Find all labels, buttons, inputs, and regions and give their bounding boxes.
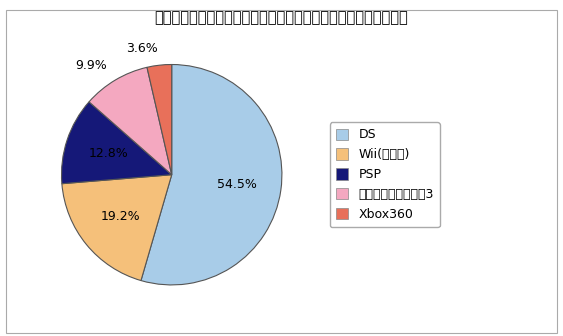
Legend: DS, Wii(ウィー), PSP, プレイステーション3, Xbox360: DS, Wii(ウィー), PSP, プレイステーション3, Xbox360: [329, 122, 440, 227]
Wedge shape: [89, 67, 172, 175]
Text: 》図２．この半年間で最も遗んでいるゲーム機をお選び下さい《: 》図２．この半年間で最も遗んでいるゲーム機をお選び下さい《: [155, 10, 408, 25]
Text: 12.8%: 12.8%: [89, 148, 129, 160]
Text: 54.5%: 54.5%: [217, 177, 257, 191]
Text: 9.9%: 9.9%: [75, 59, 107, 72]
Text: 3.6%: 3.6%: [126, 42, 158, 55]
Wedge shape: [141, 65, 282, 285]
Text: 19.2%: 19.2%: [101, 210, 140, 223]
Wedge shape: [147, 65, 172, 175]
Wedge shape: [62, 175, 172, 281]
Wedge shape: [61, 102, 172, 184]
